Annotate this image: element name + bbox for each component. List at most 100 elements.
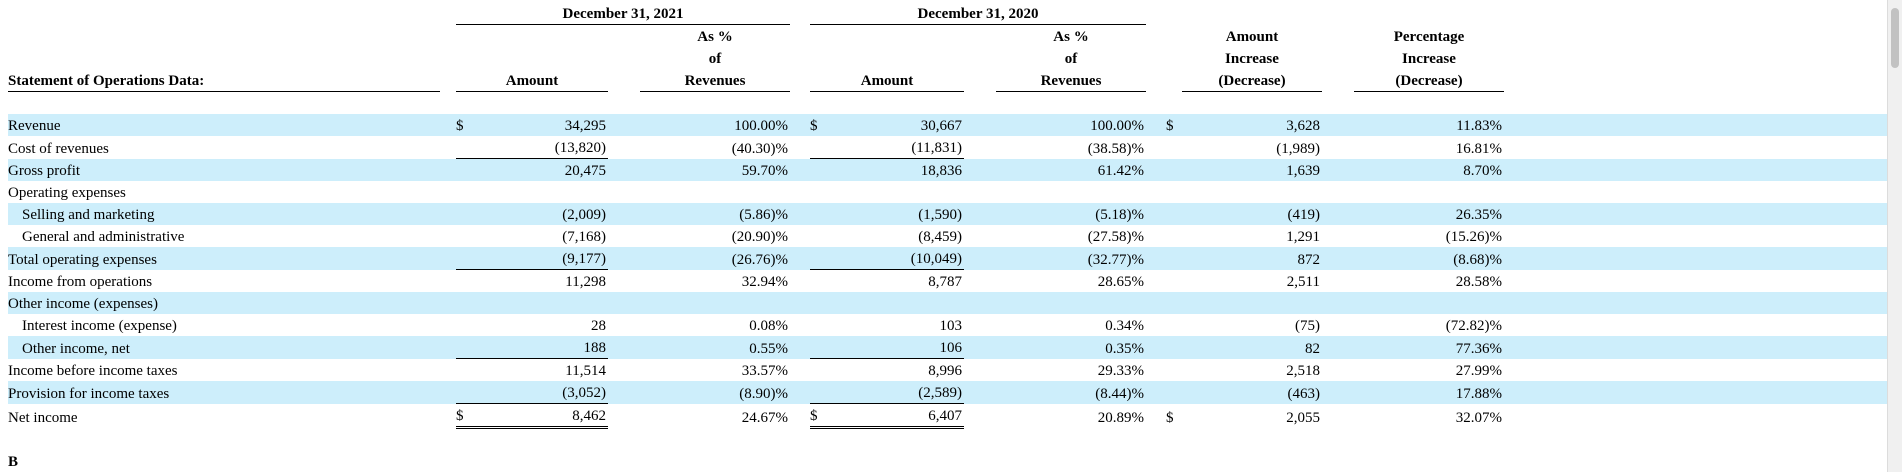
gap-cell — [1146, 359, 1166, 382]
gap-cell — [1146, 336, 1166, 359]
gap-cell — [440, 359, 456, 382]
gap-cell — [608, 314, 640, 336]
gap-cell — [964, 404, 996, 428]
pct-change: 26.35% — [1354, 203, 1504, 225]
amount-2020: 8,787 — [826, 269, 964, 292]
amount-2021: 11,514 — [472, 358, 608, 381]
gap-cell — [1322, 359, 1354, 382]
vertical-scrollbar[interactable] — [1887, 0, 1902, 472]
gap-cell — [1322, 225, 1354, 247]
amount-2020: 6,407 — [826, 403, 964, 429]
gap-cell — [1504, 314, 1518, 336]
table-row: Interest income (expense) 28 0.08% 103 0.34%… — [8, 314, 1888, 336]
gap-cell — [440, 404, 456, 428]
amount-2021: 20,475 — [472, 158, 608, 181]
pct-revenue-2020: (38.58)% — [1087, 140, 1144, 157]
amount-change: 2,518 — [1286, 363, 1320, 379]
gap-cell — [1146, 203, 1166, 225]
currency-2021 — [456, 158, 472, 181]
gap-cell — [1504, 181, 1518, 203]
currency-2020 — [810, 181, 826, 203]
scrollbar-thumb[interactable] — [1891, 8, 1899, 68]
pct-change-line1: Percentage — [1393, 29, 1465, 45]
pct-revenue-2020: 28.65% — [1097, 274, 1144, 290]
row-label: Interest income (expense) — [22, 318, 177, 334]
pct-change-line2: Increase — [1402, 51, 1456, 67]
amount-2021: (3,052) — [472, 381, 608, 404]
pct-change — [1354, 292, 1504, 314]
gap-cell — [1322, 270, 1354, 293]
pct-revenue-2021 — [640, 181, 790, 203]
gap-cell — [440, 381, 456, 404]
header-spacer — [8, 92, 1888, 115]
gap-cell — [440, 114, 456, 136]
table-row: Other income, net 188 0.55% 106 0.35% 82 77.36… — [8, 336, 1888, 359]
gap-cell — [1518, 247, 1888, 270]
currency-2021 — [456, 247, 472, 270]
gap-cell — [1504, 292, 1518, 314]
amount-2021: (9,177) — [472, 247, 608, 270]
row-label: Revenue — [8, 114, 440, 136]
gap-cell — [790, 136, 810, 159]
currency-change — [1166, 336, 1182, 359]
gap-cell — [440, 225, 456, 247]
currency-change — [1166, 247, 1182, 270]
gap-cell — [1322, 114, 1354, 136]
currency-change — [1166, 270, 1182, 293]
amount-2021: 188 — [472, 336, 608, 359]
currency-2020 — [810, 269, 826, 292]
gap-cell — [1322, 404, 1354, 428]
next-section-letter: B — [8, 454, 19, 470]
pct-revenue-2021: 33.57% — [741, 363, 788, 379]
currency-2021 — [456, 203, 472, 225]
currency-2021 — [456, 358, 472, 381]
gap-cell — [964, 158, 996, 181]
currency-2020 — [810, 358, 826, 381]
gap-cell — [608, 203, 640, 225]
gap-cell — [790, 270, 810, 293]
pct-revenue-2021: 100.00% — [640, 114, 790, 136]
gap-cell — [1504, 247, 1518, 270]
gap-cell — [608, 158, 640, 181]
gap-cell — [608, 359, 640, 382]
row-label: Other income (expenses) — [8, 292, 440, 314]
amount-2020: (11,831) — [911, 140, 962, 156]
currency-change — [1166, 136, 1182, 159]
gap-cell — [1504, 404, 1518, 428]
as-pct-2021-line1: As % — [697, 29, 733, 45]
gap-cell — [1146, 136, 1166, 159]
amount-2020-heading: Amount — [810, 69, 964, 92]
currency-2021 — [456, 225, 472, 247]
gap-cell — [1146, 404, 1166, 428]
gap-cell — [440, 314, 456, 336]
amount-2021-heading: Amount — [456, 69, 608, 92]
row-label: Selling and marketing — [8, 203, 440, 225]
gap-cell — [1322, 181, 1354, 203]
gap-cell — [608, 381, 640, 404]
amount-2020: (8,459) — [918, 229, 962, 245]
gap-cell — [1504, 136, 1518, 159]
table-row: Gross profit 20,475 59.70% 18,836 61.42% 1,63… — [8, 158, 1888, 181]
gap-cell — [1518, 203, 1888, 225]
pct-change: (72.82)% — [1445, 318, 1502, 334]
currency-2021 — [456, 136, 472, 159]
pct-change: 11.83% — [1354, 114, 1504, 136]
currency-2021 — [456, 381, 472, 404]
gap-cell — [1518, 225, 1888, 247]
amount-2020: 30,667 — [826, 114, 964, 136]
gap-cell — [964, 247, 996, 270]
header-row-periods: December 31, 2021 December 31, 2020 — [8, 2, 1888, 25]
gap-cell — [1146, 314, 1166, 336]
period-2020-heading: December 31, 2020 — [810, 2, 1146, 25]
gap-cell — [608, 336, 640, 359]
amount-2021: 28 — [591, 318, 606, 334]
gap-cell — [1518, 181, 1888, 203]
amount-change: (1,989) — [1276, 140, 1320, 157]
pct-revenue-2020: 100.00% — [996, 114, 1146, 136]
pct-change: 27.99% — [1455, 363, 1502, 379]
gap-cell — [964, 381, 996, 404]
currency-2021 — [456, 336, 472, 359]
amount-2020 — [826, 181, 964, 203]
statement-of-operations-table: December 31, 2021 December 31, 2020 As %… — [8, 2, 1888, 429]
